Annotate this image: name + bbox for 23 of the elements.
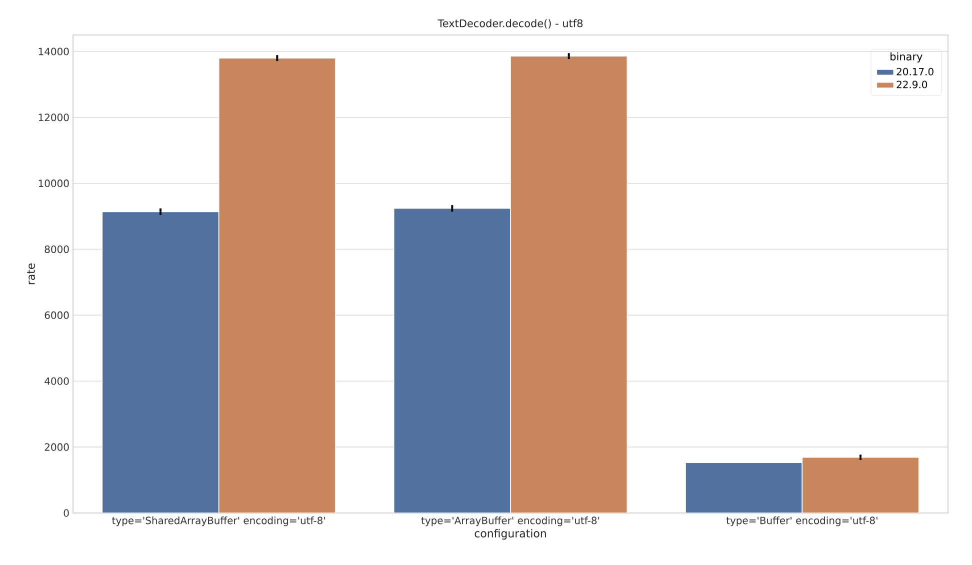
y-tick-label: 14000: [38, 48, 69, 56]
chart-title: TextDecoder.decode() - utf8: [438, 19, 583, 28]
y-tick-label: 12000: [38, 114, 69, 122]
y-axis-title: rate: [27, 263, 35, 284]
legend-title: binary: [890, 52, 922, 62]
x-tick-label: type='ArrayBuffer' encoding='utf-8': [421, 516, 600, 526]
y-tick-label: 0: [64, 509, 69, 517]
bar: [218, 58, 336, 513]
y-tick-label: 2000: [44, 443, 69, 451]
y-tick-label: 10000: [38, 180, 69, 188]
y-tick-label: 4000: [44, 377, 69, 385]
x-tick-label: type='Buffer' encoding='utf-8': [726, 516, 878, 526]
y-tick-label: 8000: [44, 245, 69, 254]
bar: [685, 462, 803, 513]
legend-label: 20.17.0: [896, 68, 934, 76]
x-tick-label: type='SharedArrayBuffer' encoding='utf-8': [112, 516, 325, 526]
x-axis-title: configuration: [474, 529, 546, 540]
y-tick-label: 6000: [44, 311, 69, 319]
bar: [102, 211, 220, 513]
bar: [394, 208, 511, 513]
legend-label: 22.9.0: [896, 80, 928, 88]
bar: [510, 56, 628, 513]
bar: [802, 456, 920, 513]
